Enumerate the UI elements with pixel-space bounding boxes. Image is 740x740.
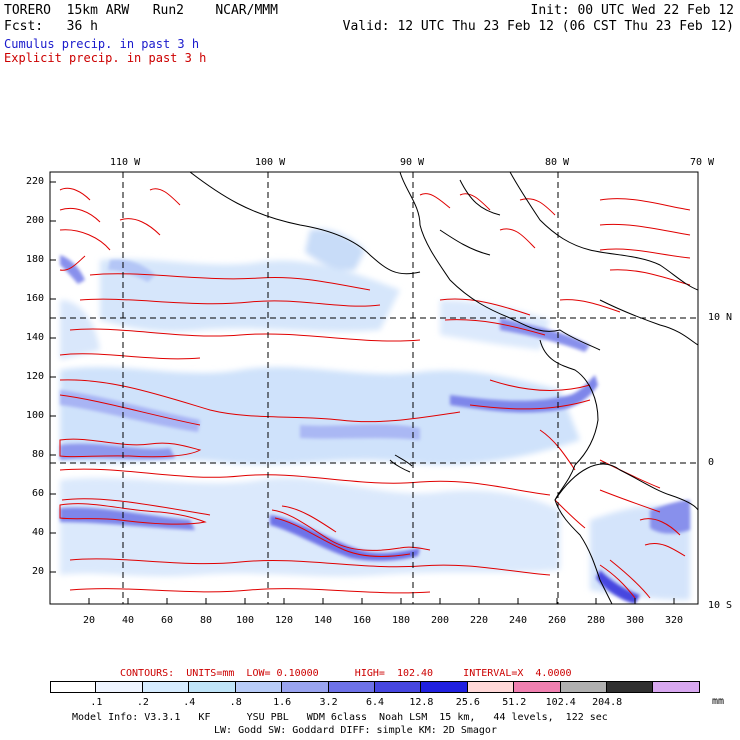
colorbar-label: 1.6 [273, 697, 292, 708]
lon-label-80w: 80 W [545, 157, 570, 168]
colorbar-swatch [282, 681, 329, 693]
axis-ticks [50, 181, 675, 604]
x-tick-label: 280 [587, 615, 606, 626]
init-time: Init: 00 UTC Wed 22 Feb 12 [530, 3, 735, 18]
colorbar-label: 204.8 [592, 697, 623, 708]
x-tick-label: 160 [353, 615, 372, 626]
y-tick-label: 20 [32, 566, 45, 577]
lat-label-0: 0 [708, 457, 715, 468]
colorbar-swatch [421, 681, 468, 693]
contour-info: CONTOURS: UNITS=mm LOW= 0.10000 HIGH= 10… [120, 668, 572, 679]
y-tick-label: 140 [26, 332, 45, 343]
model-info-line1: Model Info: V3.3.1 KF YSU PBL WDM 6class… [72, 712, 608, 723]
x-tick-label: 260 [548, 615, 567, 626]
y-tick-label: 60 [32, 488, 45, 499]
colorbar-swatch [467, 681, 515, 693]
colorbar-swatch [328, 681, 375, 693]
forecast-hour: Fcst: 36 h [4, 19, 98, 34]
lon-label-70w: 70 W [690, 157, 715, 168]
y-tick-label: 100 [26, 410, 45, 421]
colorbar-label: 25.6 [455, 697, 480, 708]
colorbar [50, 681, 700, 695]
colorbar-swatch [50, 681, 97, 693]
colorbar-label: .4 [183, 697, 196, 708]
colorbar-label: .2 [136, 697, 149, 708]
x-tick-label: 100 [236, 615, 255, 626]
colorbar-label: .8 [229, 697, 242, 708]
lon-label-110w: 110 W [110, 157, 141, 168]
model-info-line2: LW: Godd SW: Goddard DIFF: simple KM: 2D… [214, 725, 497, 736]
x-tick-label: 120 [275, 615, 294, 626]
colorbar-swatch [96, 681, 143, 693]
y-tick-label: 40 [32, 527, 45, 538]
x-tick-label: 40 [122, 615, 135, 626]
y-tick-label: 160 [26, 293, 45, 304]
colorbar-label: 6.4 [365, 697, 385, 708]
x-tick-label: 320 [665, 615, 684, 626]
title-left-line1: TORERO 15km ARW Run2 NCAR/MMM [4, 3, 278, 18]
y-tick-label: 220 [26, 176, 45, 187]
colorbar-swatch [653, 681, 700, 693]
colorbar-label: 51.2 [502, 697, 527, 708]
x-tick-label: 60 [161, 615, 174, 626]
colorbar-swatch [189, 681, 236, 693]
lon-label-100w: 100 W [255, 157, 286, 168]
colorbar-label: 102.4 [545, 697, 576, 708]
coastlines [189, 172, 698, 604]
lat-label-10s: 10 S [708, 600, 733, 611]
colorbar-swatch [560, 681, 608, 693]
colorbar-swatch [514, 681, 561, 693]
x-tick-label: 180 [392, 615, 411, 626]
x-tick-label: 140 [314, 615, 333, 626]
y-tick-label: 80 [32, 449, 45, 460]
y-tick-label: 120 [26, 371, 45, 382]
y-tick-label: 200 [26, 215, 45, 226]
lon-label-90w: 90 W [400, 157, 425, 168]
latlon-grid [50, 172, 698, 604]
valid-time: Valid: 12 UTC Thu 23 Feb 12 (06 CST Thu … [342, 19, 734, 34]
legend-explicit-label: Explicit precip. in past 3 h [4, 51, 207, 65]
colorbar-swatch [374, 681, 422, 693]
colorbar-swatch [142, 681, 190, 693]
legend-cumulus-label: Cumulus precip. in past 3 h [4, 37, 200, 51]
y-tick-label: 180 [26, 254, 45, 265]
colorbar-swatch [607, 681, 654, 693]
moderate-precip-bands [60, 255, 690, 604]
x-tick-label: 20 [83, 615, 96, 626]
colorbar-label: 12.8 [409, 697, 434, 708]
explicit-precip-contours [59, 187, 691, 599]
x-tick-label: 300 [626, 615, 645, 626]
x-tick-label: 240 [509, 615, 528, 626]
map-frame [49, 171, 699, 605]
x-tick-label: 220 [470, 615, 489, 626]
x-tick-label: 200 [431, 615, 450, 626]
colorbar-label: 3.2 [319, 697, 338, 708]
x-tick-label: 80 [200, 615, 213, 626]
colorbar-swatch [235, 681, 283, 693]
colorbar-label: .1 [90, 697, 103, 708]
colorbar-units: mm [712, 696, 725, 707]
lat-label-10n: 10 N [708, 312, 733, 323]
